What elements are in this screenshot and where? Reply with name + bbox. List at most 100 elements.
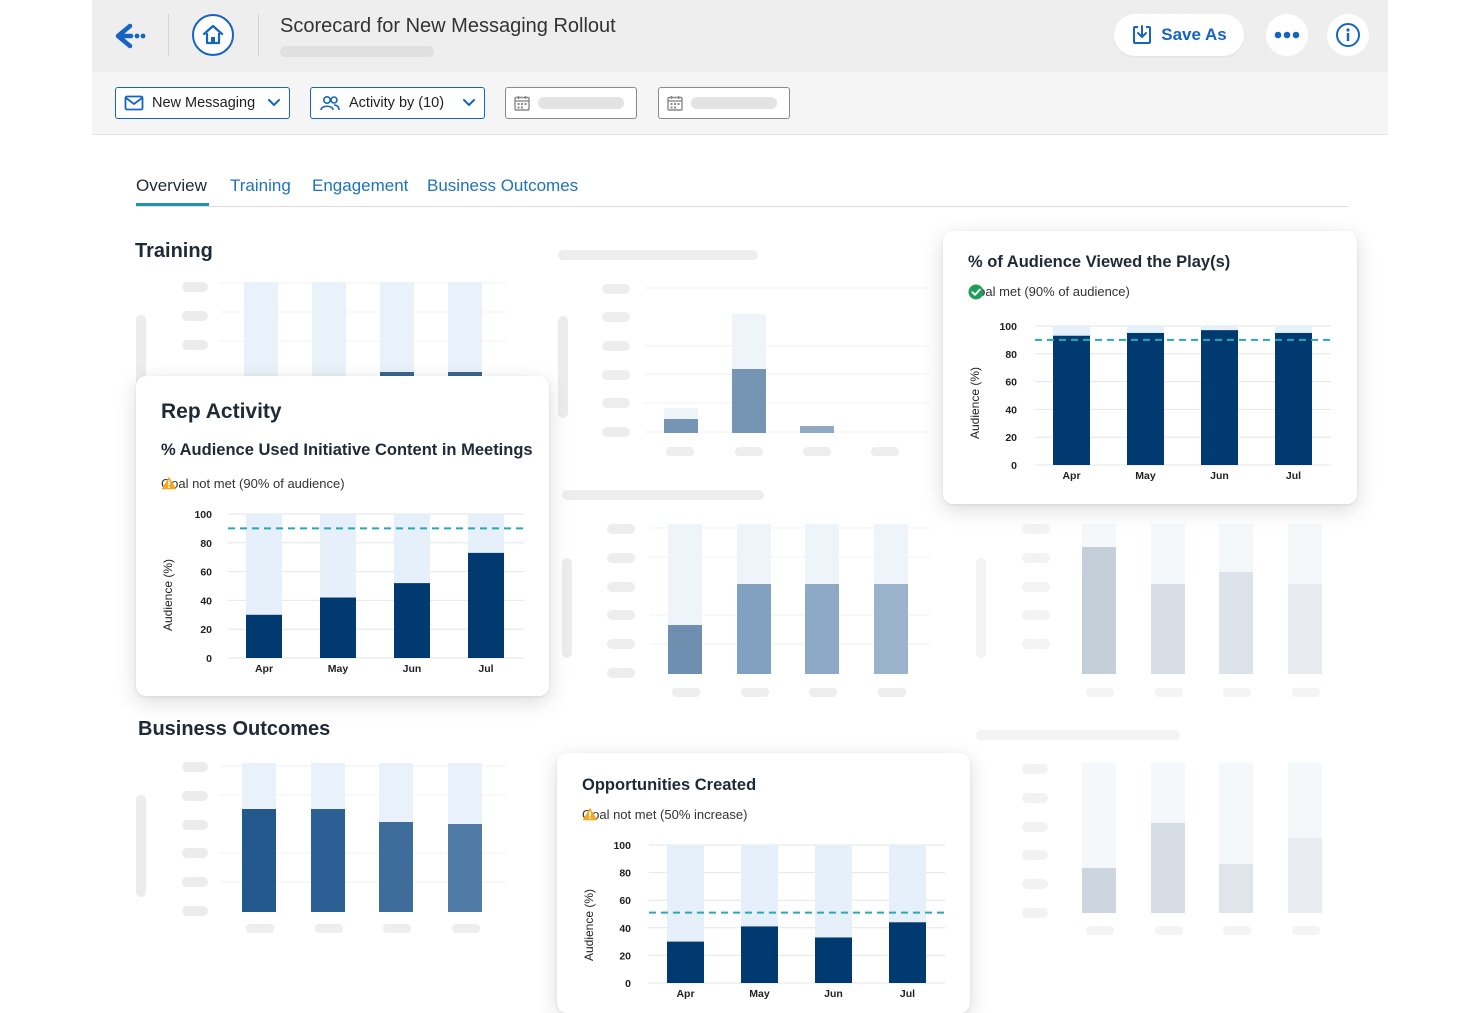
y-tick-label: 100: [194, 509, 212, 521]
bar: [1053, 335, 1090, 465]
home-icon: [202, 24, 224, 45]
page-title: Scorecard for New Messaging Rollout: [280, 15, 616, 37]
warning-icon: [161, 476, 177, 490]
save-as-button[interactable]: Save As: [1114, 14, 1244, 56]
bar: [394, 583, 430, 658]
more-dots-icon: [1274, 31, 1300, 39]
y-tick-label: 80: [1005, 349, 1017, 361]
header-bar: Scorecard for New Messaging Rollout Save…: [92, 0, 1388, 72]
bar: [667, 941, 704, 983]
x-tick-label: Jul: [478, 663, 493, 675]
y-tick-label: 0: [1011, 460, 1017, 472]
back-button[interactable]: [110, 18, 150, 54]
warning-icon: [582, 807, 598, 821]
goal-status: Goal met (90% of audience): [968, 284, 1130, 300]
skeleton-chart: [558, 250, 930, 456]
y-tick-label: 0: [625, 978, 631, 990]
bar: [320, 597, 356, 658]
y-tick-label: 40: [1005, 404, 1017, 416]
y-tick-label: 100: [999, 321, 1017, 333]
bar: [1275, 332, 1312, 465]
back-arrow-icon: [115, 23, 146, 49]
card-title: % Audience Used Initiative Content in Me…: [161, 441, 533, 459]
background-skeleton-charts: [136, 250, 1322, 935]
check-circle-icon: [968, 284, 984, 300]
audience-viewed-chart: 0 20 40 60 80 100 Audience (%) Apr May Jun Jul: [968, 321, 1331, 482]
x-tick-label: Jul: [1286, 470, 1301, 482]
goal-status: Goal not met (90% of audience): [161, 476, 345, 491]
x-tick-label: Apr: [255, 663, 273, 675]
info-icon: [1336, 23, 1360, 47]
bar: [889, 922, 926, 983]
messaging-dropdown-label: New Messaging: [152, 95, 256, 111]
y-axis-label: Audience (%): [582, 889, 596, 961]
y-tick-label: 80: [619, 868, 631, 880]
filter-bar: New Messaging Activity by (10): [92, 72, 1388, 135]
opportunities-chart: 0 20 40 60 80 100 Audience (%) Apr May Jun Jul: [582, 840, 945, 1000]
bar: [741, 926, 778, 983]
header-divider: [258, 14, 259, 56]
more-options-button[interactable]: [1266, 14, 1308, 56]
active-tab-indicator: [136, 203, 209, 206]
y-axis-label: Audience (%): [161, 559, 175, 631]
y-tick-label: 100: [613, 840, 631, 852]
x-tick-label: May: [328, 663, 349, 675]
goal-status-text: Goal not met (90% of audience): [161, 476, 345, 491]
tab-business-outcomes[interactable]: Business Outcomes: [427, 176, 579, 195]
rep-activity-chart: 0 20 40 60 80 100 Audience (%) Apr May Jun Jul: [161, 509, 524, 675]
section-heading-business-outcomes: Business Outcomes: [138, 718, 331, 740]
rep-activity-card[interactable]: Rep Activity % Audience Used Initiative …: [136, 376, 549, 696]
y-tick-label: 40: [619, 923, 631, 935]
y-tick-label: 80: [200, 538, 212, 550]
chevron-down-icon: [268, 99, 280, 107]
bar: [1127, 332, 1164, 465]
x-tick-label: Apr: [676, 988, 694, 1000]
y-tick-label: 60: [200, 567, 212, 579]
tab-engagement[interactable]: Engagement: [312, 176, 409, 195]
messaging-dropdown[interactable]: New Messaging: [115, 87, 290, 119]
x-tick-label: Jun: [403, 663, 422, 675]
date-placeholder: [691, 97, 777, 109]
start-date-field[interactable]: [505, 87, 637, 119]
card-title: Opportunities Created: [582, 776, 757, 794]
x-tick-label: Jun: [1210, 470, 1229, 482]
y-tick-label: 20: [200, 624, 212, 636]
y-tick-label: 20: [619, 950, 631, 962]
bar: [468, 552, 504, 658]
users-icon: [320, 95, 340, 111]
skeleton-chart: [976, 730, 1322, 935]
tab-overview[interactable]: Overview: [136, 176, 207, 195]
x-tick-label: Jun: [824, 988, 843, 1000]
bar: [1201, 330, 1238, 465]
x-tick-label: May: [749, 988, 770, 1000]
goal-status-text: Goal met (90% of audience): [968, 284, 1130, 299]
date-placeholder: [538, 97, 624, 109]
calendar-icon: [514, 96, 530, 111]
y-tick-label: 0: [206, 653, 212, 665]
goal-status-text: Goal not met (50% increase): [582, 807, 748, 822]
skeleton-chart: [562, 490, 930, 697]
end-date-field[interactable]: [658, 87, 790, 119]
tab-training[interactable]: Training: [230, 176, 291, 195]
calendar-icon: [667, 96, 683, 111]
audience-viewed-card[interactable]: % of Audience Viewed the Play(s) Goal me…: [943, 231, 1357, 504]
tab-bar: Overview Training Engagement Business Ou…: [136, 176, 1348, 207]
skeleton-chart: [976, 524, 1322, 697]
info-button[interactable]: [1327, 14, 1369, 56]
x-tick-label: Jul: [900, 988, 915, 1000]
activity-dropdown-label: Activity by (10): [349, 95, 445, 111]
bar: [815, 937, 852, 983]
x-tick-label: May: [1135, 470, 1156, 482]
section-heading-training: Training: [135, 240, 213, 262]
save-as-label: Save As: [1161, 25, 1227, 44]
home-button[interactable]: [192, 14, 234, 56]
activity-dropdown[interactable]: Activity by (10): [310, 87, 485, 119]
subtitle-placeholder: [280, 46, 434, 57]
y-axis-label: Audience (%): [968, 367, 982, 439]
y-tick-label: 60: [1005, 377, 1017, 389]
card-heading: Rep Activity: [161, 400, 282, 423]
bar: [246, 614, 282, 658]
skeleton-chart: [136, 762, 506, 933]
opportunities-card[interactable]: Opportunities Created Goal not met (50% …: [557, 753, 970, 1013]
card-title: % of Audience Viewed the Play(s): [968, 253, 1231, 271]
